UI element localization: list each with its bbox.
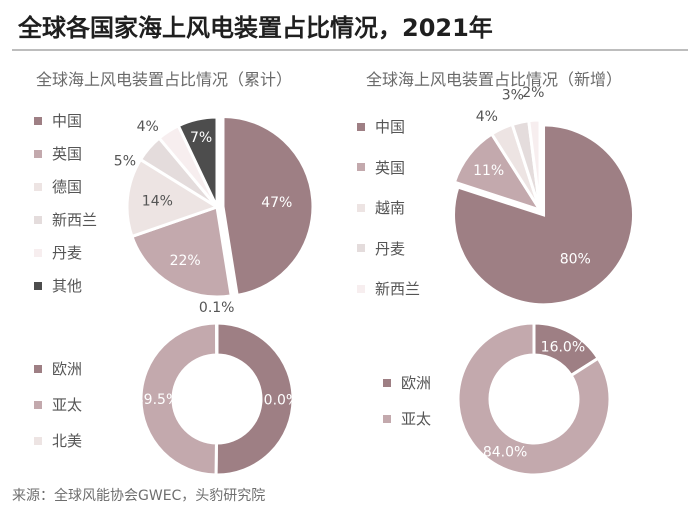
legend-item-cumulative-4: 丹麦 xyxy=(34,242,82,263)
legend-label: 英国 xyxy=(375,158,406,177)
chart-new-title: 全球海上风电装置占比情况（新增） xyxy=(366,70,623,89)
slice-region_new-1 xyxy=(456,321,612,477)
legend-item-region_new-0: 欧洲 xyxy=(383,372,431,393)
label-cumulative-1: 22% xyxy=(170,253,201,269)
label-region_cumulative-0: 50.0% xyxy=(255,392,299,408)
legend-item-region_new-1: 亚太 xyxy=(383,408,431,429)
label-new-1: 11% xyxy=(473,163,504,179)
donut-region-cumulative: 50.0% 49.5% 0.1% xyxy=(135,300,299,477)
legend-label: 中国 xyxy=(52,112,83,130)
legend-item-new-4: 新西兰 xyxy=(357,278,420,299)
label-cumulative-5: 7% xyxy=(190,130,212,146)
label-new-2: 4% xyxy=(476,109,498,125)
legend-label: 欧洲 xyxy=(401,374,432,392)
legend-swatch xyxy=(34,436,42,445)
legend-item-cumulative-5: 其他 xyxy=(34,275,82,296)
pie-cumulative: 47% 22% 14% 5% 4% 7% xyxy=(114,115,315,299)
label-region_cumulative-1: 49.5% xyxy=(135,392,179,408)
legend-swatch xyxy=(357,284,365,293)
legend-item-cumulative-0: 中国 xyxy=(34,110,82,131)
legend-swatch xyxy=(357,163,365,171)
page-title: 全球各国家海上风电装置占比情况，2021年 xyxy=(18,14,493,42)
legend-label: 丹麦 xyxy=(375,239,406,258)
label-new-4: 2% xyxy=(522,85,544,101)
slice-cumulative-2 xyxy=(125,157,221,239)
legend-swatch xyxy=(34,364,42,373)
source-note: 来源：全球风能协会GWEC，头豹研究院 xyxy=(12,488,266,504)
legend-label: 北美 xyxy=(52,432,83,450)
legend-label: 亚太 xyxy=(52,396,83,414)
legend-swatch xyxy=(34,215,42,224)
legend-item-new-2: 越南 xyxy=(357,197,405,218)
legend-label: 欧洲 xyxy=(52,360,83,378)
legend-item-new-0: 中国 xyxy=(357,116,405,137)
label-new-3: 3% xyxy=(502,88,524,104)
title-divider xyxy=(12,49,688,51)
legend-swatch xyxy=(357,203,365,212)
slice-new-0 xyxy=(452,123,636,307)
legend-item-new-3: 丹麦 xyxy=(357,238,405,259)
legend-swatch xyxy=(34,182,42,191)
legend-swatch xyxy=(34,149,42,158)
legend-swatch xyxy=(34,400,42,409)
legend-item-region_cumulative-2: 北美 xyxy=(34,430,82,451)
legend-item-region_cumulative-0: 欧洲 xyxy=(34,358,82,379)
legend-label: 德国 xyxy=(52,178,83,196)
label-region_new-0: 16.0% xyxy=(541,339,585,355)
slice-new-4 xyxy=(527,118,542,211)
legend-label: 越南 xyxy=(375,199,406,217)
legend-label: 中国 xyxy=(375,118,406,136)
legend-label: 丹麦 xyxy=(52,244,83,262)
legend-label: 英国 xyxy=(52,145,83,163)
legend-label: 其他 xyxy=(52,277,83,295)
legend-swatch xyxy=(357,244,365,252)
donut-region-new: 16.0% 84.0% xyxy=(456,321,612,477)
slice-cumulative-1 xyxy=(130,204,233,299)
legend-item-cumulative-2: 德国 xyxy=(34,176,82,197)
legend-swatch xyxy=(34,116,42,125)
legend-label: 新西兰 xyxy=(375,280,421,298)
chart-cumulative-title: 全球海上风电装置占比情况（累计） xyxy=(36,70,293,89)
label-cumulative-2: 14% xyxy=(142,193,173,209)
legend-swatch xyxy=(357,122,365,131)
pie-new: 80% 11% 4%3%2% xyxy=(452,85,636,307)
legend-item-cumulative-1: 英国 xyxy=(34,143,82,164)
legend-label: 亚太 xyxy=(401,410,432,428)
legend-item-cumulative-3: 新西兰 xyxy=(34,209,97,230)
slice-region_cumulative-1 xyxy=(139,321,219,477)
legend-swatch xyxy=(383,378,391,387)
slice-cumulative-5 xyxy=(176,115,219,208)
label-new-0: 80% xyxy=(560,252,591,268)
slice-region_cumulative-0 xyxy=(214,321,295,477)
legend-swatch xyxy=(383,414,391,423)
slice-cumulative-0 xyxy=(221,115,315,298)
label-region_new-1: 84.0% xyxy=(483,445,527,461)
legend-label: 新西兰 xyxy=(52,211,98,229)
legend-item-new-1: 英国 xyxy=(357,157,405,178)
label-cumulative-3: 5% xyxy=(114,154,136,170)
label-cumulative-0: 47% xyxy=(261,195,292,211)
legend-item-region_cumulative-1: 亚太 xyxy=(34,394,82,415)
label-cumulative-4: 4% xyxy=(137,119,159,135)
legend-swatch xyxy=(34,281,42,290)
label-region_cumulative-2: 0.1% xyxy=(199,300,235,316)
legend-swatch xyxy=(34,248,42,257)
